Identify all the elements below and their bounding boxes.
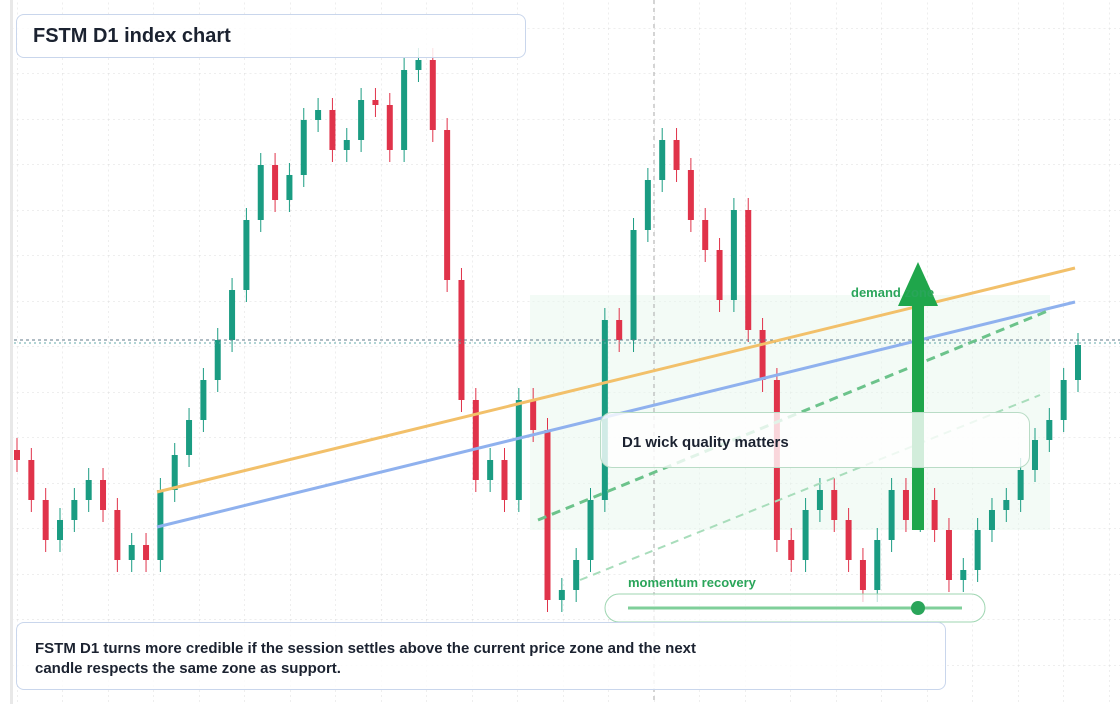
candle-body <box>1060 380 1067 420</box>
candle-body <box>171 455 178 490</box>
candle-body <box>214 340 221 380</box>
candle-body <box>300 120 307 175</box>
candle-body <box>630 230 637 340</box>
candle-body <box>186 420 193 455</box>
slider-label: momentum recovery <box>628 575 756 590</box>
candle-body <box>1003 500 1010 510</box>
candle-body <box>143 545 150 560</box>
candle-body <box>429 60 436 130</box>
candle-body <box>128 545 135 560</box>
candle-body <box>745 210 752 330</box>
candle-body <box>730 210 737 300</box>
candle-body <box>1031 440 1038 470</box>
left-border <box>10 0 13 704</box>
candle-body <box>472 400 479 480</box>
annotation: demand zone <box>851 285 935 300</box>
candle-body <box>415 60 422 70</box>
candle-body <box>114 510 121 560</box>
candle-body <box>845 520 852 560</box>
candle-body <box>200 380 207 420</box>
candle-body <box>960 570 967 580</box>
candle-body <box>945 530 952 580</box>
candle-body <box>601 320 608 500</box>
candle-body <box>243 220 250 290</box>
candle-body <box>788 540 795 560</box>
candle-body <box>315 110 322 120</box>
candle-body <box>888 490 895 540</box>
candle-body <box>71 500 78 520</box>
candle-body <box>372 100 379 105</box>
candle-body <box>229 290 236 340</box>
candle-body <box>974 530 981 570</box>
candle-body <box>487 460 494 480</box>
candle-body <box>558 590 565 600</box>
candle-body <box>28 460 35 500</box>
candle-body <box>1075 345 1081 380</box>
candle-body <box>673 140 680 170</box>
candle-body <box>329 110 336 150</box>
candle-body <box>659 140 666 180</box>
candle-body <box>687 170 694 220</box>
candle-body <box>759 330 766 380</box>
candle-body <box>458 280 465 400</box>
candle-body <box>988 510 995 530</box>
candle-body <box>931 500 938 530</box>
candle-body <box>616 320 623 340</box>
candle-body <box>257 165 264 220</box>
candle-body <box>343 140 350 150</box>
note-text: FSTM D1 turns more credible if the sessi… <box>35 640 696 677</box>
candle-body <box>859 560 866 590</box>
candle-body <box>286 175 293 200</box>
candle-body <box>716 250 723 300</box>
candle-body <box>42 500 49 540</box>
candle-body <box>14 450 20 460</box>
slider-knob[interactable] <box>911 601 925 615</box>
candle-body <box>1017 470 1024 500</box>
annotation-box: D1 wick quality matters <box>600 412 1030 468</box>
candle-body <box>501 460 508 500</box>
candle-body <box>401 70 408 150</box>
candle-body <box>702 220 709 250</box>
candle-body <box>831 490 838 520</box>
candle-body <box>644 180 651 230</box>
candles <box>14 48 1081 612</box>
candle-body <box>358 100 365 140</box>
note: FSTM D1 turns more credible if the sessi… <box>16 622 946 690</box>
candle-body <box>1046 420 1053 440</box>
candle-body <box>573 560 580 590</box>
candle-body <box>57 520 64 540</box>
candle-body <box>85 480 92 500</box>
candle-body <box>816 490 823 510</box>
arrow-head <box>898 262 938 306</box>
candle-body <box>802 510 809 560</box>
candle-body <box>902 490 909 520</box>
candle-body <box>444 130 451 280</box>
candle-body <box>544 430 551 600</box>
chart-title: FSTM D1 index chart <box>16 14 526 58</box>
candle-body <box>530 400 537 430</box>
candle-body <box>386 105 393 150</box>
candle-body <box>100 480 107 510</box>
candle-body <box>272 165 279 200</box>
candle-body <box>515 400 522 500</box>
candle-body <box>587 500 594 560</box>
candle-body <box>874 540 881 590</box>
